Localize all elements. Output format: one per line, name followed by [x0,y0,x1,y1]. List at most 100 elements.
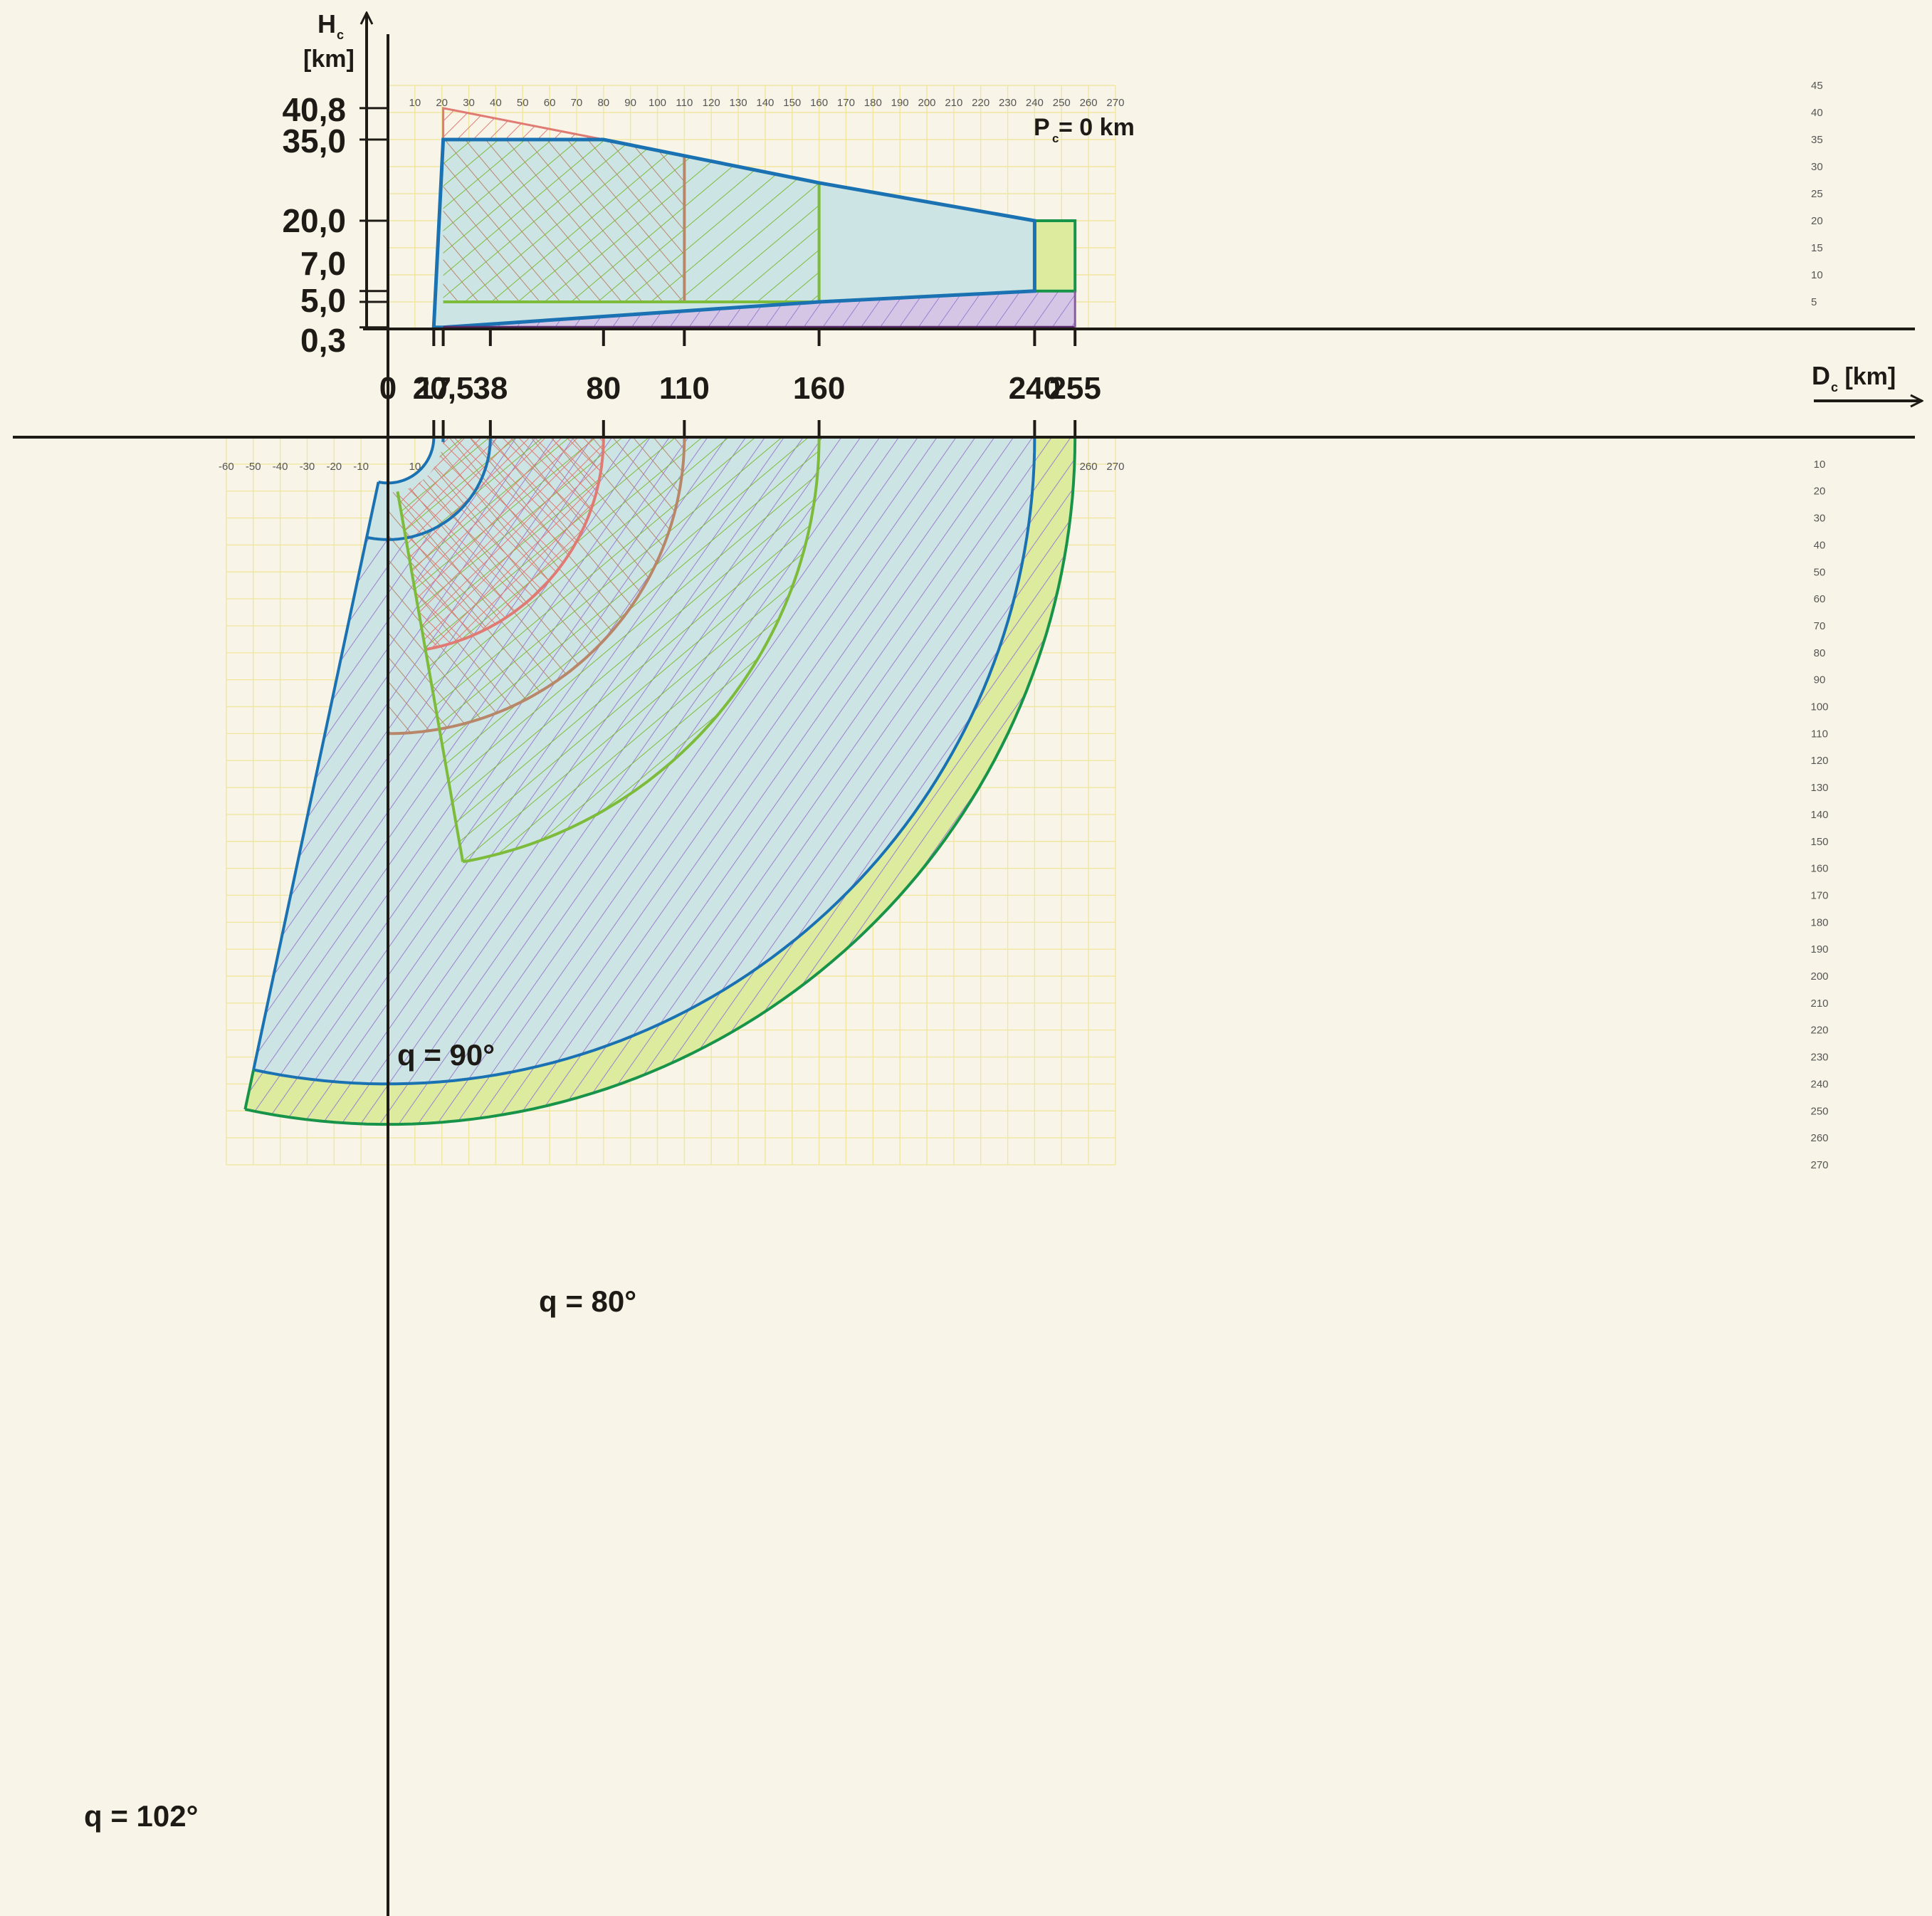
angle-labels: q = 90° q = 80° q = 102° [84,1038,636,1833]
top-small-x-label: 110 [676,97,693,109]
x-key-label: 240 [1009,371,1061,406]
y-axis-label: H [317,9,336,38]
top-small-x-label: 240 [1026,97,1044,109]
arc-240-blue [253,437,1036,1086]
bottom-small-y-label: 50 [1814,566,1826,578]
x-axis-title: D c [km] [1812,361,1896,394]
top-small-x-label: 70 [571,97,583,109]
x-key-label: 80 [586,371,621,406]
top-outline-blue [431,137,1036,330]
bottom-small-y-label: 240 [1810,1078,1828,1090]
top-hatch-brown [443,140,685,302]
top-small-x-label: 60 [544,97,556,109]
title-letter: P [1034,114,1050,141]
coverage-sectors [243,437,1077,1126]
arc-38-blue [366,437,492,541]
arc-80-red [425,437,605,651]
y-key-label: 7,0 [300,245,346,282]
angle-label-90: q = 90° [397,1038,495,1072]
x-key-label: 255 [1049,371,1101,406]
top-small-x-label: 260 [1080,97,1098,109]
top-small-x-label: 80 [597,97,609,109]
x-axis-unit: [km] [1838,363,1896,390]
top-small-x-label: 200 [918,97,935,109]
y-key-label: 5,0 [300,282,346,319]
x-key-label: 0 [379,371,397,406]
y-axis-label-subscript: c [337,28,344,42]
title-rest: = 0 km [1059,114,1135,141]
y-key-label: 0,3 [300,322,346,359]
x-key-label: 160 [793,371,845,406]
bottom-small-y-label: 80 [1814,647,1826,659]
top-small-x-label: 50 [517,97,529,109]
top-small-x-label: 40 [490,97,502,109]
top-small-y-label: 15 [1811,242,1823,254]
x-key-label: 110 [659,371,710,406]
bottom-small-x-label: -30 [300,461,315,473]
bottom-small-y-label: 200 [1810,970,1828,983]
bottom-small-x-label: 260 [1080,461,1098,473]
top-small-y-label: 35 [1811,134,1823,146]
altitude-profile [431,107,1077,330]
x-axis-label-subscript: c [1831,380,1838,394]
arc-17-blue [378,437,436,485]
chart-title: P c = 0 km [1034,114,1135,145]
top-small-y-label: 25 [1811,188,1823,200]
top-small-x-label: 130 [730,97,747,109]
title-subscript: c [1052,132,1059,145]
top-small-x-label: 150 [783,97,801,109]
bottom-small-x-label: -20 [326,461,342,473]
top-small-y-label: 40 [1811,107,1823,119]
radial-102-dark-green [243,1069,256,1110]
top-small-y-label: 20 [1811,215,1823,227]
bottom-small-y-label: 250 [1810,1105,1828,1117]
bottom-small-y-label: 60 [1814,593,1826,605]
x-key-label: 17 [416,371,451,406]
bottom-small-y-label: 10 [1814,459,1826,471]
x-axis-label: D [1812,361,1830,390]
y-key-label: 35,0 [282,122,346,159]
bottom-small-y-label: 270 [1810,1159,1828,1171]
top-small-x-label: 180 [864,97,882,109]
bottom-small-y-label: 230 [1810,1052,1828,1064]
top-small-y-label: 30 [1811,161,1823,173]
bottom-small-y-label: 20 [1814,486,1826,498]
bottom-small-y-label: 100 [1810,701,1828,713]
bottom-small-y-label: 120 [1810,755,1828,767]
bottom-small-y-label: 130 [1810,782,1828,794]
bottom-small-x-label: 10 [409,461,421,473]
bottom-small-x-label: -40 [273,461,288,473]
bottom-small-y-label: 40 [1814,539,1826,551]
bottom-small-x-label: -50 [246,461,261,473]
y-key-label: 40,8 [282,91,346,128]
top-small-y-label: 5 [1811,296,1817,308]
top-small-x-label: 20 [436,97,448,109]
bottom-small-y-label: 70 [1814,620,1826,632]
top-small-x-label: 210 [945,97,962,109]
bottom-small-x-label: -10 [353,461,369,473]
top-small-x-label: 140 [756,97,774,109]
arc-255-dark-green [244,437,1077,1126]
top-small-x-label: 270 [1106,97,1124,109]
bottom-small-y-label: 210 [1810,998,1828,1010]
top-small-x-label: 10 [409,97,421,109]
sector-hatch-red-b [397,437,604,650]
top-small-x-label: 170 [837,97,855,109]
top-small-x-label: 230 [999,97,1017,109]
bottom-small-x-label: 270 [1106,461,1124,473]
bottom-small-y-label: 30 [1814,513,1826,525]
y-axis-title: H c [km] [303,9,355,73]
bottom-small-y-label: 170 [1810,889,1828,901]
angle-label-102: q = 102° [84,1799,198,1833]
bottom-small-y-label: 180 [1810,916,1828,928]
top-small-x-label: 120 [703,97,720,109]
bottom-small-y-label: 90 [1814,674,1826,686]
bottom-small-y-label: 220 [1810,1025,1828,1037]
top-small-y-label: 45 [1811,80,1823,92]
top-small-x-label: 190 [891,97,909,109]
bottom-small-y-label: 110 [1811,728,1828,740]
top-small-y-label: 10 [1811,269,1823,281]
radial-102-blue [252,481,380,1070]
